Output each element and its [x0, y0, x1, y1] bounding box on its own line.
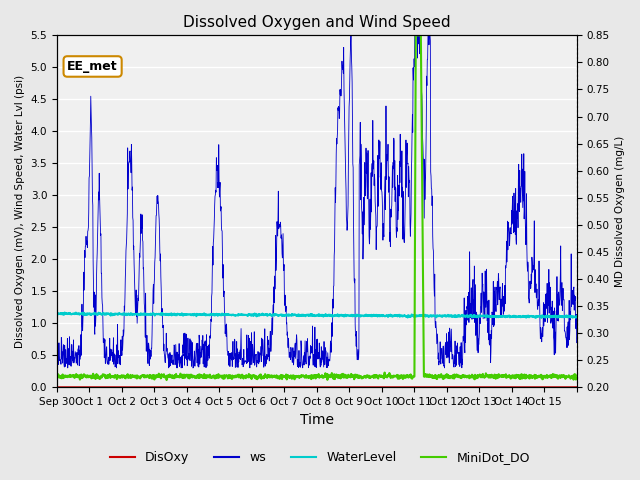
- MiniDot_DO: [303, 374, 311, 380]
- ws: [189, 365, 197, 371]
- WaterLevel: [440, 313, 447, 319]
- Line: MiniDot_DO: MiniDot_DO: [57, 36, 577, 380]
- WaterLevel: [516, 313, 524, 319]
- MiniDot_DO: [440, 375, 447, 381]
- WaterLevel: [566, 314, 574, 320]
- ws: [348, 33, 355, 38]
- Y-axis label: Dissolved Oxygen (mV), Wind Speed, Water Lvl (psi): Dissolved Oxygen (mV), Wind Speed, Water…: [15, 75, 25, 348]
- ws: [303, 349, 311, 355]
- DisOxy: [134, 384, 142, 390]
- WaterLevel: [61, 310, 68, 315]
- ws: [294, 362, 301, 368]
- MiniDot_DO: [53, 373, 61, 379]
- WaterLevel: [303, 312, 311, 318]
- WaterLevel: [53, 310, 61, 316]
- WaterLevel: [538, 315, 545, 321]
- Line: ws: ws: [57, 36, 577, 368]
- WaterLevel: [134, 311, 142, 317]
- DisOxy: [303, 384, 310, 390]
- MiniDot_DO: [573, 376, 580, 382]
- Text: EE_met: EE_met: [67, 60, 118, 73]
- MiniDot_DO: [163, 377, 170, 383]
- Title: Dissolved Oxygen and Wind Speed: Dissolved Oxygen and Wind Speed: [183, 15, 451, 30]
- DisOxy: [53, 384, 61, 390]
- MiniDot_DO: [294, 374, 301, 380]
- ws: [134, 295, 142, 301]
- ws: [566, 317, 574, 323]
- ws: [440, 363, 447, 369]
- DisOxy: [566, 384, 573, 390]
- Line: WaterLevel: WaterLevel: [57, 312, 577, 318]
- MiniDot_DO: [134, 374, 142, 380]
- Y-axis label: MD Dissolved Oxygen (mg/L): MD Dissolved Oxygen (mg/L): [615, 136, 625, 287]
- MiniDot_DO: [412, 33, 420, 38]
- DisOxy: [439, 384, 447, 390]
- MiniDot_DO: [516, 376, 524, 382]
- Legend: DisOxy, ws, WaterLevel, MiniDot_DO: DisOxy, ws, WaterLevel, MiniDot_DO: [105, 446, 535, 469]
- DisOxy: [515, 384, 523, 390]
- WaterLevel: [294, 312, 301, 318]
- MiniDot_DO: [566, 376, 574, 382]
- DisOxy: [293, 384, 301, 390]
- DisOxy: [573, 384, 580, 390]
- WaterLevel: [573, 313, 580, 319]
- X-axis label: Time: Time: [300, 413, 333, 427]
- ws: [53, 357, 61, 363]
- ws: [516, 168, 524, 173]
- ws: [573, 340, 580, 346]
